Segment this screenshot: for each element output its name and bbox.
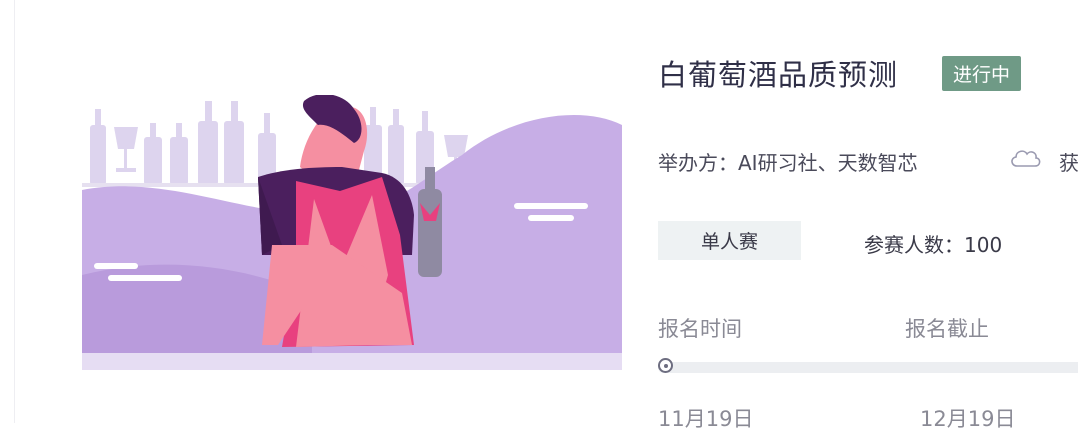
- competition-info-panel: 白葡萄酒品质预测 进行中 举办方：AI研习社、天数智芯 获 单人赛 参赛人数：1…: [658, 0, 1078, 423]
- registration-end-date: 12月19日: [920, 403, 1015, 433]
- cloud-icon: [1008, 146, 1042, 174]
- page-divider: [14, 0, 15, 423]
- competition-type-tag: 单人赛: [658, 221, 801, 260]
- competition-banner-image[interactable]: [82, 95, 622, 370]
- participant-count: 参赛人数：100: [864, 229, 1002, 258]
- organizer-text: 举办方：AI研习社、天数智芯: [658, 147, 918, 176]
- competition-title[interactable]: 白葡萄酒品质预测: [658, 52, 898, 94]
- registration-end-label: 报名截止: [905, 313, 989, 343]
- cloud-label: 获: [1059, 147, 1078, 176]
- timeline-progress-track: [658, 362, 1078, 373]
- bartender-illustration: [82, 95, 622, 370]
- registration-start-label: 报名时间: [658, 313, 742, 343]
- status-badge: 进行中: [942, 56, 1021, 91]
- registration-start-date: 11月19日: [658, 403, 753, 433]
- radio-dot-icon: [658, 358, 673, 373]
